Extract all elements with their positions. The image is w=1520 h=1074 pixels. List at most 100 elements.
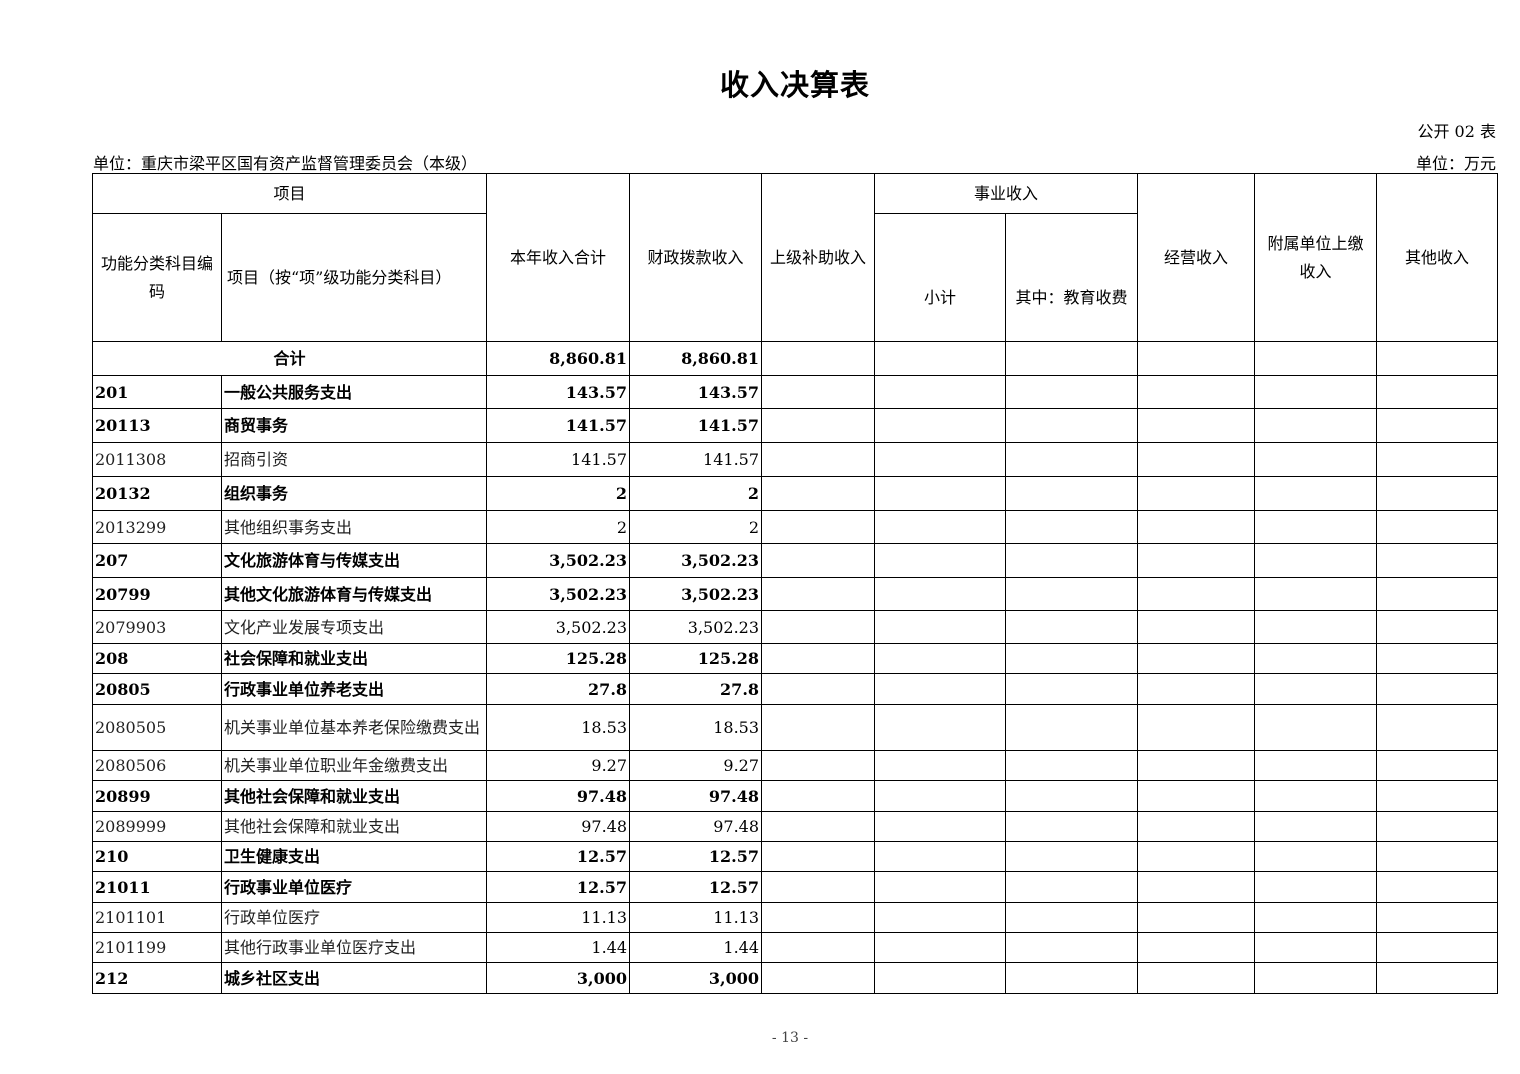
- page-title: 收入决算表: [719, 68, 870, 102]
- empty-cell: [761, 902, 876, 933]
- table-row: 2101101 行政单位医疗 11.13 11.13: [92, 902, 1499, 933]
- table-row: 212 城乡社区支出 3,000 3,000: [92, 962, 1499, 994]
- empty-cell: [1137, 932, 1256, 963]
- row-fiscal: 125.28: [629, 643, 763, 674]
- empty-cell: [1254, 643, 1378, 674]
- row-fiscal: 3,502.23: [629, 577, 763, 611]
- empty-cell: [1005, 476, 1139, 511]
- empty-cell: [874, 375, 1007, 409]
- row-total: 12.57: [486, 871, 631, 903]
- empty-cell: [874, 932, 1007, 963]
- header-subtotal: 小计: [874, 213, 1007, 342]
- header-item: 项目: [91, 173, 488, 214]
- row-fiscal: 141.57: [629, 408, 763, 443]
- empty-cell: [1137, 673, 1256, 705]
- empty-cell: [1376, 932, 1499, 963]
- row-name: 组织事务: [220, 476, 488, 511]
- empty-cell: [761, 442, 876, 477]
- row-fiscal: 143.57: [629, 375, 763, 409]
- empty-cell: [1005, 577, 1139, 611]
- empty-cell: [761, 841, 876, 872]
- empty-cell: [1005, 902, 1139, 933]
- empty-cell: [1137, 610, 1256, 644]
- reporting-unit: 单位：重庆市梁平区国有资产监督管理委员会（本级）: [93, 154, 478, 173]
- row-name: 文化旅游体育与传媒支出: [220, 543, 488, 578]
- row-code: 20113: [92, 408, 222, 443]
- row-fiscal: 3,000: [629, 962, 763, 994]
- empty-cell: [874, 902, 1007, 933]
- empty-cell: [1137, 476, 1256, 511]
- empty-cell: [1376, 442, 1499, 477]
- header-superior: 上级补助收入: [761, 173, 876, 342]
- row-total: 2: [486, 476, 631, 511]
- empty-cell: [761, 962, 876, 994]
- header-code: 功能分类科目编码: [92, 213, 222, 342]
- empty-cell: [1376, 577, 1499, 611]
- empty-cell: [761, 476, 876, 511]
- empty-cell: [874, 962, 1007, 994]
- empty-cell: [874, 704, 1007, 751]
- empty-cell: [761, 673, 876, 705]
- row-total: 97.48: [486, 780, 631, 812]
- empty-cell: [1005, 543, 1139, 578]
- row-fiscal: 12.57: [629, 841, 763, 872]
- empty-cell: [1376, 643, 1499, 674]
- empty-cell: [1137, 902, 1256, 933]
- empty-cell: [874, 750, 1007, 781]
- empty-cell: [874, 871, 1007, 903]
- empty-cell: [1376, 841, 1499, 872]
- table-row: 20132 组织事务 2 2: [92, 476, 1499, 511]
- row-total: 125.28: [486, 643, 631, 674]
- row-code: 20805: [92, 673, 222, 705]
- row-fiscal: 9.27: [629, 750, 763, 781]
- empty-cell: [1254, 841, 1378, 872]
- row-name: 其他行政事业单位医疗支出: [220, 932, 488, 963]
- empty-cell: [1254, 871, 1378, 903]
- empty-cell: [761, 375, 876, 409]
- row-code: 2101199: [92, 932, 222, 963]
- empty-cell: [761, 811, 876, 842]
- empty-cell: [1005, 643, 1139, 674]
- row-code: 2080505: [92, 704, 222, 751]
- empty-cell: [1137, 871, 1256, 903]
- empty-cell: [1376, 673, 1499, 705]
- row-fiscal: 11.13: [629, 902, 763, 933]
- empty-cell: [874, 673, 1007, 705]
- empty-cell: [874, 510, 1007, 544]
- table-row: 208 社会保障和就业支出 125.28 125.28: [92, 643, 1499, 674]
- empty-cell: [1376, 543, 1499, 578]
- row-fiscal: 3,502.23: [629, 543, 763, 578]
- empty-cell: [874, 476, 1007, 511]
- empty-cell: [1005, 610, 1139, 644]
- table-row: 2013299 其他组织事务支出 2 2: [92, 510, 1499, 544]
- empty-cell: [1254, 577, 1378, 611]
- row-code: 2089999: [92, 811, 222, 842]
- empty-cell: [1254, 476, 1378, 511]
- table-row: 20113 商贸事务 141.57 141.57: [92, 408, 1499, 443]
- form-number: 公开 02 表: [1417, 122, 1496, 141]
- row-code: 2079903: [92, 610, 222, 644]
- empty-cell: [1005, 841, 1139, 872]
- total-income: 8,860.81: [486, 341, 631, 376]
- row-fiscal: 12.57: [629, 871, 763, 903]
- row-fiscal: 27.8: [629, 673, 763, 705]
- row-total: 3,502.23: [486, 543, 631, 578]
- empty-cell: [761, 750, 876, 781]
- empty-cell: [1005, 750, 1139, 781]
- table-row: 2080506 机关事业单位职业年金缴费支出 9.27 9.27: [92, 750, 1499, 781]
- empty-cell: [874, 811, 1007, 842]
- row-total: 3,502.23: [486, 577, 631, 611]
- table-row: 201 一般公共服务支出 143.57 143.57: [92, 375, 1499, 409]
- empty-cell: [1137, 811, 1256, 842]
- header-other: 其他收入: [1376, 173, 1499, 342]
- currency-unit: 单位：万元: [1415, 154, 1496, 173]
- table-row: 2101199 其他行政事业单位医疗支出 1.44 1.44: [92, 932, 1499, 963]
- total-label: 合计: [91, 341, 488, 376]
- row-code: 20899: [92, 780, 222, 812]
- empty-cell: [1254, 704, 1378, 751]
- row-name: 其他社会保障和就业支出: [220, 811, 488, 842]
- empty-cell: [1254, 673, 1378, 705]
- row-total: 143.57: [486, 375, 631, 409]
- table-row: 20805 行政事业单位养老支出 27.8 27.8: [92, 673, 1499, 705]
- row-fiscal: 97.48: [629, 780, 763, 812]
